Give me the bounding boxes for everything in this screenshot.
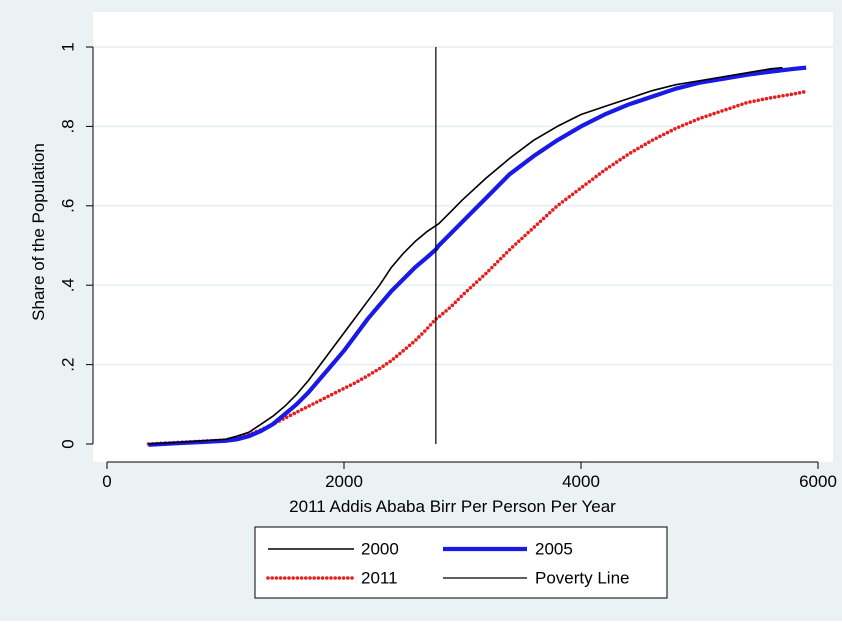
series-lines: [146, 65, 808, 447]
series-line-2005: [148, 65, 807, 447]
legend-label-2011: 2011: [361, 569, 398, 588]
x-axis: 0 2000 4000 6000: [102, 461, 837, 491]
x-tick-label-1: 2000: [325, 472, 363, 491]
plot-area: [93, 12, 833, 462]
x-tick-label-2: 4000: [562, 472, 600, 491]
legend-label-poverty-line: Poverty Line: [535, 569, 630, 588]
legend-label-2000: 2000: [361, 540, 399, 559]
legend-box: [254, 526, 668, 599]
y-axis-title: Share of the Population: [29, 143, 48, 321]
y-axis: 0 .2 .4 .6 .8 1: [59, 42, 94, 449]
y-tick-label-1: .2: [59, 358, 78, 372]
series-line-2000: [148, 66, 783, 445]
y-tick-label-4: .8: [59, 119, 78, 133]
x-axis-title: 2011 Addis Ababa Birr Per Person Per Yea…: [289, 497, 616, 516]
y-tick-label-3: .6: [59, 199, 78, 213]
legend: 2000 2005 2011 Poverty Line: [254, 526, 668, 599]
y-tick-label-0: 0: [59, 439, 78, 448]
x-tick-label-3: 6000: [799, 472, 837, 491]
x-tick-label-0: 0: [102, 472, 111, 491]
y-tick-label-5: 1: [59, 42, 78, 51]
legend-label-2005: 2005: [535, 540, 573, 559]
y-tick-label-2: .4: [59, 278, 78, 292]
gridlines: [93, 46, 833, 366]
